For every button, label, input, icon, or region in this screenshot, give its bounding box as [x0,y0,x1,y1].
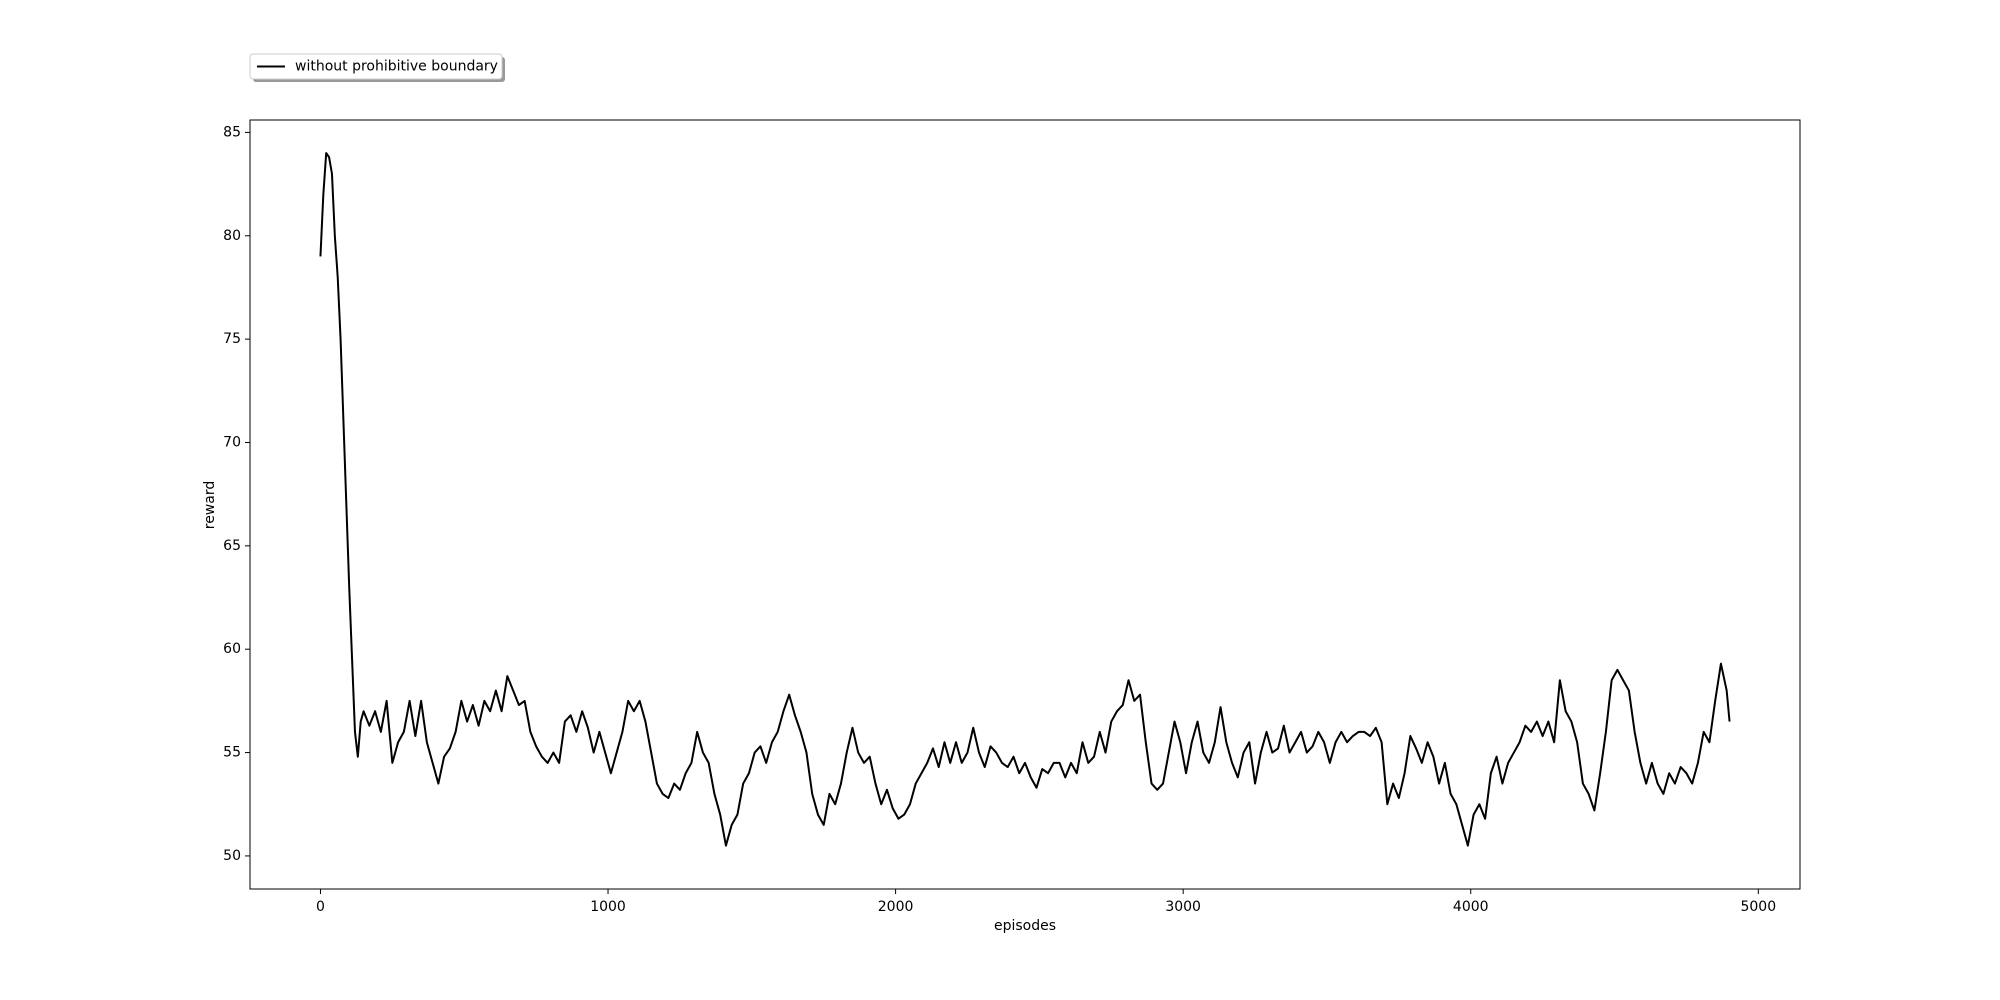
y-tick-label: 50 [223,848,241,864]
y-tick-label: 60 [223,641,241,657]
y-tick-label: 65 [223,538,241,554]
series-line [319,152,1731,847]
y-tick-label: 55 [223,745,241,761]
legend-label: without prohibitive boundary [295,59,498,75]
y-axis-label: reward [202,481,218,530]
x-tick-label: 2000 [878,899,914,915]
x-tick-label: 3000 [1165,899,1201,915]
legend [249,53,503,80]
y-tick-label: 80 [223,228,241,244]
x-tick-label: 5000 [1740,899,1776,915]
y-tick-label: 70 [223,434,241,450]
y-tick-label: 75 [223,331,241,347]
x-tick-label: 1000 [590,899,626,915]
plot-frame [249,119,1801,890]
x-tick-label: 0 [316,899,325,915]
x-axis-label: episodes [994,918,1056,934]
x-tick-label: 4000 [1453,899,1489,915]
y-tick-label: 85 [223,124,241,140]
